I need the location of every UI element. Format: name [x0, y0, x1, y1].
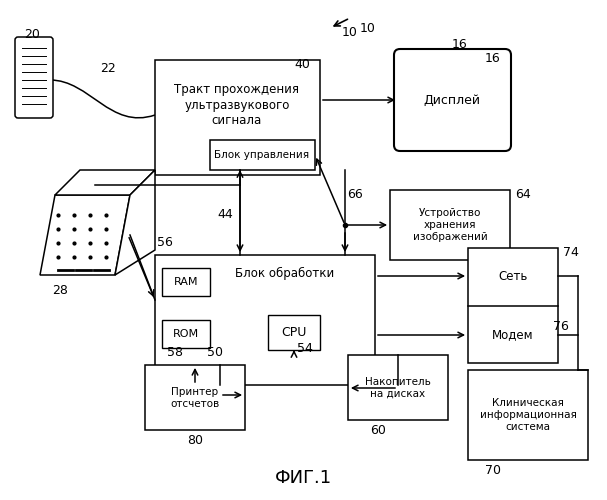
Text: Клиническая
информационная
система: Клиническая информационная система [480, 398, 577, 432]
Text: 50: 50 [207, 346, 223, 358]
Text: 40: 40 [294, 58, 310, 71]
Text: 58: 58 [167, 346, 183, 358]
Text: 22: 22 [100, 62, 116, 74]
Text: ROM: ROM [173, 329, 199, 339]
Bar [162, 268, 210, 296]
Text: 70: 70 [485, 464, 501, 476]
Bar [155, 60, 320, 175]
FancyBboxPatch shape [15, 37, 53, 118]
Bar [268, 315, 320, 350]
Text: 54: 54 [297, 342, 313, 354]
Text: Блок управления: Блок управления [214, 150, 310, 160]
Text: 20: 20 [24, 28, 40, 42]
Text: 16: 16 [484, 52, 500, 64]
Text: ФИГ.1: ФИГ.1 [274, 469, 331, 487]
Text: Принтер
отсчетов: Принтер отсчетов [171, 387, 220, 409]
Text: 56: 56 [157, 236, 173, 250]
Text: Устройство
хранения
изображений: Устройство хранения изображений [413, 208, 487, 242]
Text: CPU: CPU [281, 326, 307, 340]
Text: 28: 28 [52, 284, 68, 296]
Bar [468, 370, 588, 460]
Text: Модем: Модем [492, 328, 534, 342]
Text: 10: 10 [343, 22, 376, 35]
Text: Сеть: Сеть [498, 270, 527, 282]
Text: RAM: RAM [174, 277, 198, 287]
Bar [155, 255, 375, 385]
FancyBboxPatch shape [394, 49, 511, 151]
Text: Дисплей: Дисплей [424, 94, 481, 106]
Text: 16: 16 [452, 38, 468, 52]
Text: 76: 76 [553, 320, 569, 332]
Text: Блок обработки: Блок обработки [236, 266, 334, 280]
Polygon shape [55, 170, 155, 195]
Bar [162, 320, 210, 348]
Text: 74: 74 [563, 246, 579, 260]
Polygon shape [115, 170, 155, 275]
Bar [145, 365, 245, 430]
Bar [210, 140, 315, 170]
Text: 60: 60 [370, 424, 386, 436]
Text: 66: 66 [347, 188, 363, 202]
Text: Накопитель
на дисках: Накопитель на дисках [365, 377, 431, 399]
Text: 44: 44 [217, 208, 233, 222]
Text: 64: 64 [515, 188, 531, 202]
Bar [468, 248, 558, 363]
Bar [348, 355, 448, 420]
Polygon shape [40, 195, 130, 275]
Text: 80: 80 [187, 434, 203, 446]
Text: Тракт прохождения
ультразвукового
сигнала: Тракт прохождения ультразвукового сигнал… [174, 84, 299, 126]
Text: 10: 10 [342, 26, 358, 38]
Bar [390, 190, 510, 260]
